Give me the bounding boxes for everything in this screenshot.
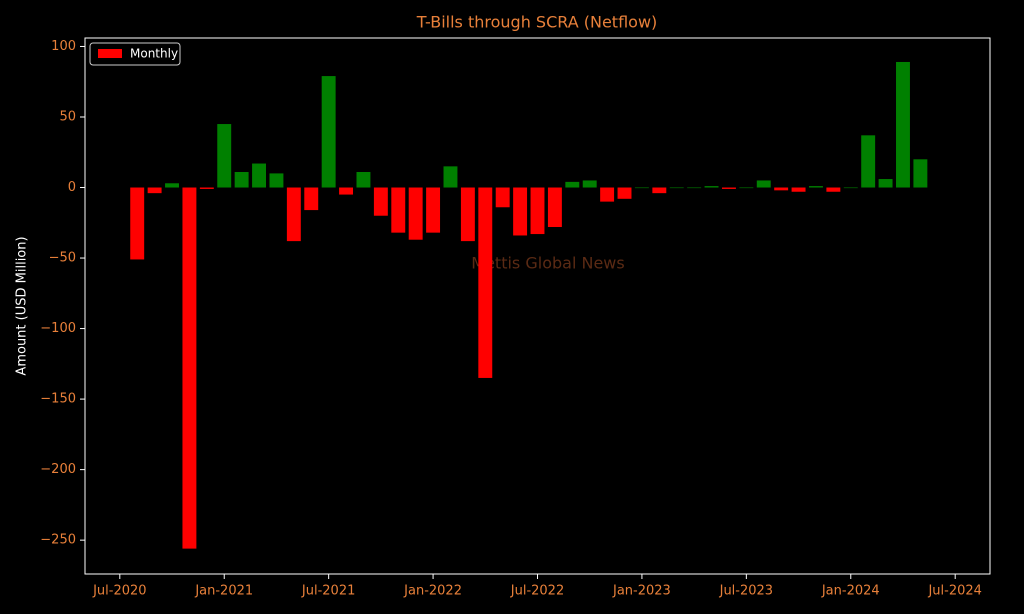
y-tick-label: −200 [40, 462, 76, 477]
bar [704, 186, 719, 188]
bar [130, 187, 145, 260]
bar [896, 61, 910, 188]
bar [304, 187, 319, 211]
chart-title: T-Bills through SCRA (Netflow) [416, 13, 658, 32]
x-tick-label: Jan-2023 [612, 584, 671, 599]
x-tick-label: Jul-2023 [719, 584, 773, 599]
bar [547, 187, 562, 228]
bar [721, 187, 736, 189]
bar [913, 159, 928, 188]
bar [756, 180, 771, 188]
bar [165, 183, 179, 188]
bar [878, 179, 893, 188]
plot-frame [84, 37, 991, 575]
bar [356, 172, 371, 188]
bar [826, 187, 841, 192]
x-tick-label: Jul-2022 [510, 584, 564, 599]
bar [843, 187, 858, 189]
x-tick-label: Jan-2024 [821, 584, 880, 599]
legend-swatch [98, 49, 122, 58]
bar [460, 187, 475, 242]
y-tick-label: −50 [49, 251, 76, 266]
bar [286, 187, 301, 242]
x-tick-label: Jan-2021 [194, 584, 253, 599]
x-tick-label: Jan-2022 [403, 584, 462, 599]
bar [600, 187, 615, 202]
x-tick-label: Jul-2020 [92, 584, 146, 599]
x-tick-label: Jul-2024 [927, 584, 981, 599]
bar [791, 187, 806, 192]
bar [634, 187, 649, 189]
bar [321, 76, 336, 188]
bar [565, 181, 580, 188]
x-tick-label: Jul-2021 [301, 584, 355, 599]
bar [495, 187, 510, 208]
bar [861, 135, 876, 188]
watermark: Mettis Global News [471, 254, 624, 273]
bar [669, 187, 684, 189]
bar [339, 187, 354, 195]
bar [199, 187, 214, 189]
bar [426, 187, 441, 233]
bar [739, 187, 754, 189]
bar [652, 187, 667, 194]
bar [147, 187, 162, 194]
bar [252, 163, 266, 188]
bar [408, 187, 423, 240]
legend-label: Monthly [130, 47, 178, 61]
bar [373, 187, 388, 216]
bar [443, 166, 458, 188]
bar [478, 187, 493, 378]
bar [582, 180, 597, 188]
bar [687, 187, 702, 189]
bar [234, 172, 249, 188]
legend-box [89, 42, 181, 66]
bar [617, 187, 632, 199]
bar [530, 187, 545, 235]
y-tick-label: 0 [68, 180, 76, 195]
bar [391, 187, 406, 233]
bar [513, 187, 528, 236]
y-tick-label: 100 [51, 39, 76, 54]
y-axis-label: Amount (USD Million) [15, 236, 30, 375]
y-tick-label: −100 [40, 321, 76, 336]
bar [269, 173, 284, 188]
y-tick-label: 50 [59, 109, 76, 124]
bar [217, 124, 232, 188]
bar [774, 187, 789, 191]
y-tick-label: −150 [40, 392, 76, 407]
bar [809, 186, 823, 188]
y-tick-label: −250 [40, 533, 76, 548]
bar [182, 187, 197, 549]
